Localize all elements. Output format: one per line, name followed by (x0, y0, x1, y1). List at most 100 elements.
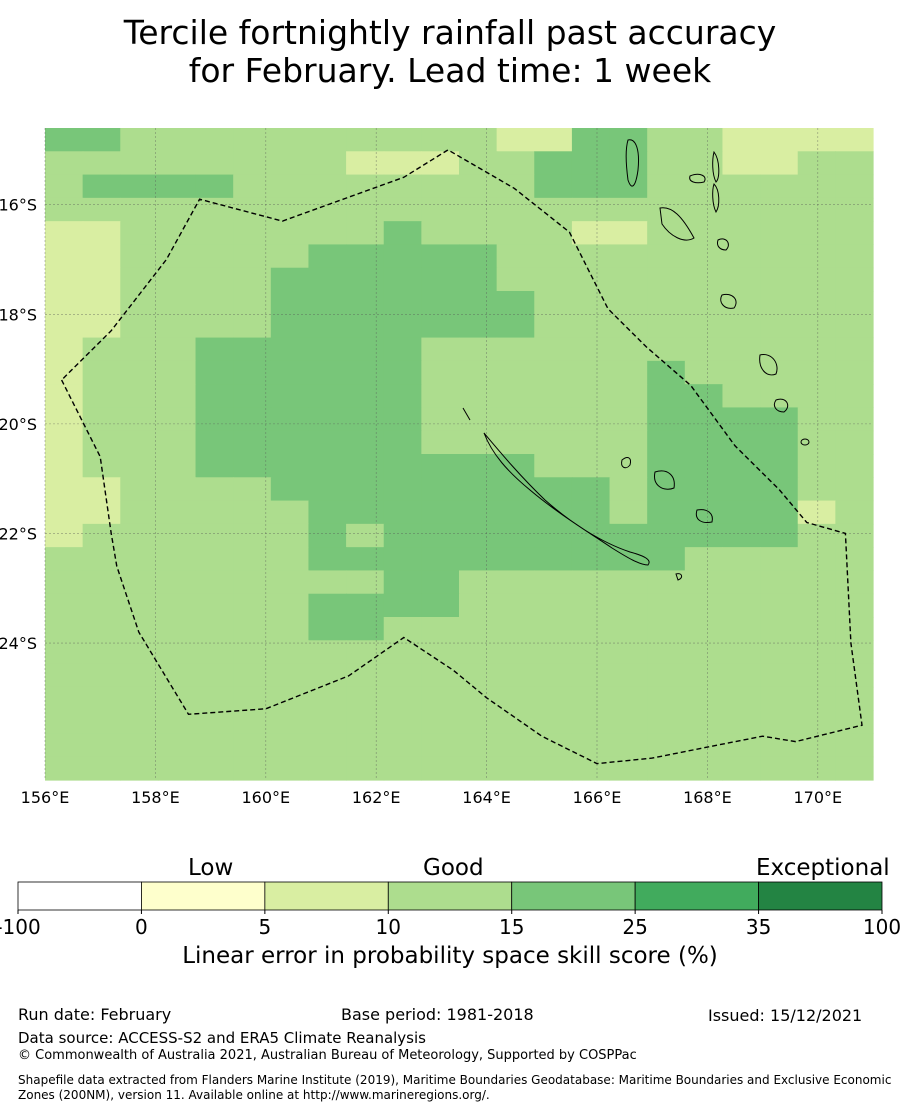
grid-cell (797, 360, 836, 385)
grid-cell (421, 663, 460, 688)
grid-cell (835, 151, 874, 176)
grid-cell (609, 570, 648, 595)
grid-cell (647, 197, 686, 222)
longitude-tick-label: 170°E (793, 788, 842, 807)
grid-cell (195, 547, 234, 572)
grid-cell (45, 337, 84, 362)
grid-cell (383, 570, 422, 595)
title-line-2: for February. Lead time: 1 week (188, 51, 712, 90)
grid-cell (308, 523, 347, 548)
grid-cell (270, 337, 310, 362)
grid-cell (647, 710, 686, 735)
grid-cell (45, 407, 84, 432)
grid-cell (383, 197, 422, 222)
grid-cell (157, 360, 197, 385)
grid-cell (383, 407, 422, 432)
grid-cell (157, 291, 197, 315)
grid-cell (609, 221, 648, 246)
grid-cell (534, 151, 573, 176)
colorbar-tick-label: 25 (622, 915, 647, 939)
grid-cell (760, 593, 799, 618)
grid-cell (233, 710, 272, 735)
grid-cell (647, 593, 686, 618)
grid-cell (233, 221, 272, 246)
grid-cell (270, 174, 310, 199)
colorbar-bin (511, 881, 636, 911)
grid-cell (270, 756, 310, 781)
grid-cell (496, 454, 535, 478)
island-hunter (800, 438, 810, 446)
grid-cell (571, 710, 611, 735)
grid-cell (571, 523, 611, 548)
grid-cell (120, 523, 159, 548)
grid-cell (270, 477, 310, 502)
grid-cell (120, 151, 159, 176)
longitude-tick-label: 168°E (683, 788, 732, 807)
grid-cell (534, 407, 573, 432)
grid-cell (346, 617, 385, 641)
grid-cell (120, 663, 159, 688)
grid-cell (571, 174, 611, 199)
grid-cell (82, 384, 121, 409)
grid-cell (797, 221, 836, 246)
grid-cell (722, 710, 761, 735)
grid-cell (270, 570, 310, 595)
grid-cell (82, 407, 121, 432)
grid-cell (797, 710, 836, 735)
grid-cell (195, 128, 234, 152)
grid-cell (421, 291, 460, 315)
grid-cell (534, 267, 573, 292)
grid-cell (609, 174, 648, 199)
grid-cell (82, 291, 121, 315)
grid-cell (270, 454, 310, 478)
chart-title: Tercile fortnightly rainfall past accura… (0, 14, 900, 90)
colorbar-tick-label: 15 (499, 915, 524, 939)
grid-cell (270, 384, 310, 409)
grid-cell (82, 244, 121, 269)
grid-cell (760, 197, 799, 222)
grid-cell (82, 500, 121, 525)
grid-cell (722, 430, 761, 455)
grid-cell (571, 477, 611, 502)
grid-cell (195, 454, 234, 478)
grid-cell (195, 174, 234, 199)
grid-cell (233, 314, 272, 339)
grid-cell (346, 710, 385, 735)
grid-cell (82, 640, 121, 665)
grid-cell (383, 337, 422, 362)
grid-cell (647, 267, 686, 292)
grid-cell (270, 267, 310, 292)
grid-cell (308, 314, 347, 339)
grid-cell (647, 244, 686, 269)
grid-cell (760, 710, 799, 735)
grid-cell (571, 128, 611, 152)
grid-cell (647, 523, 686, 548)
island-erromango (720, 293, 737, 309)
grid-cell (797, 756, 836, 781)
colorbar-tick-label: -100 (0, 915, 41, 939)
grid-cell (609, 663, 648, 688)
grid-cell (157, 151, 197, 176)
grid-cell (609, 151, 648, 176)
grid-cell (233, 640, 272, 665)
grid-cell (195, 686, 234, 711)
grid-cell (383, 686, 422, 711)
grid-cell (195, 197, 234, 222)
grid-cell (459, 477, 498, 502)
grid-cell (233, 663, 272, 688)
grid-cell (722, 454, 761, 478)
grid-cell (534, 570, 573, 595)
grid-cell (346, 174, 385, 199)
grid-cell (835, 593, 874, 618)
grid-cell (383, 640, 422, 665)
grid-cell (195, 360, 234, 385)
grid-cell (308, 384, 347, 409)
grid-cell (421, 454, 460, 478)
grid-cell (346, 267, 385, 292)
grid-cell (835, 221, 874, 246)
grid-cell (647, 756, 686, 781)
grid-cell (459, 640, 498, 665)
grid-cell (45, 244, 84, 269)
island-aneityum (773, 398, 789, 413)
grid-cell (421, 430, 460, 455)
